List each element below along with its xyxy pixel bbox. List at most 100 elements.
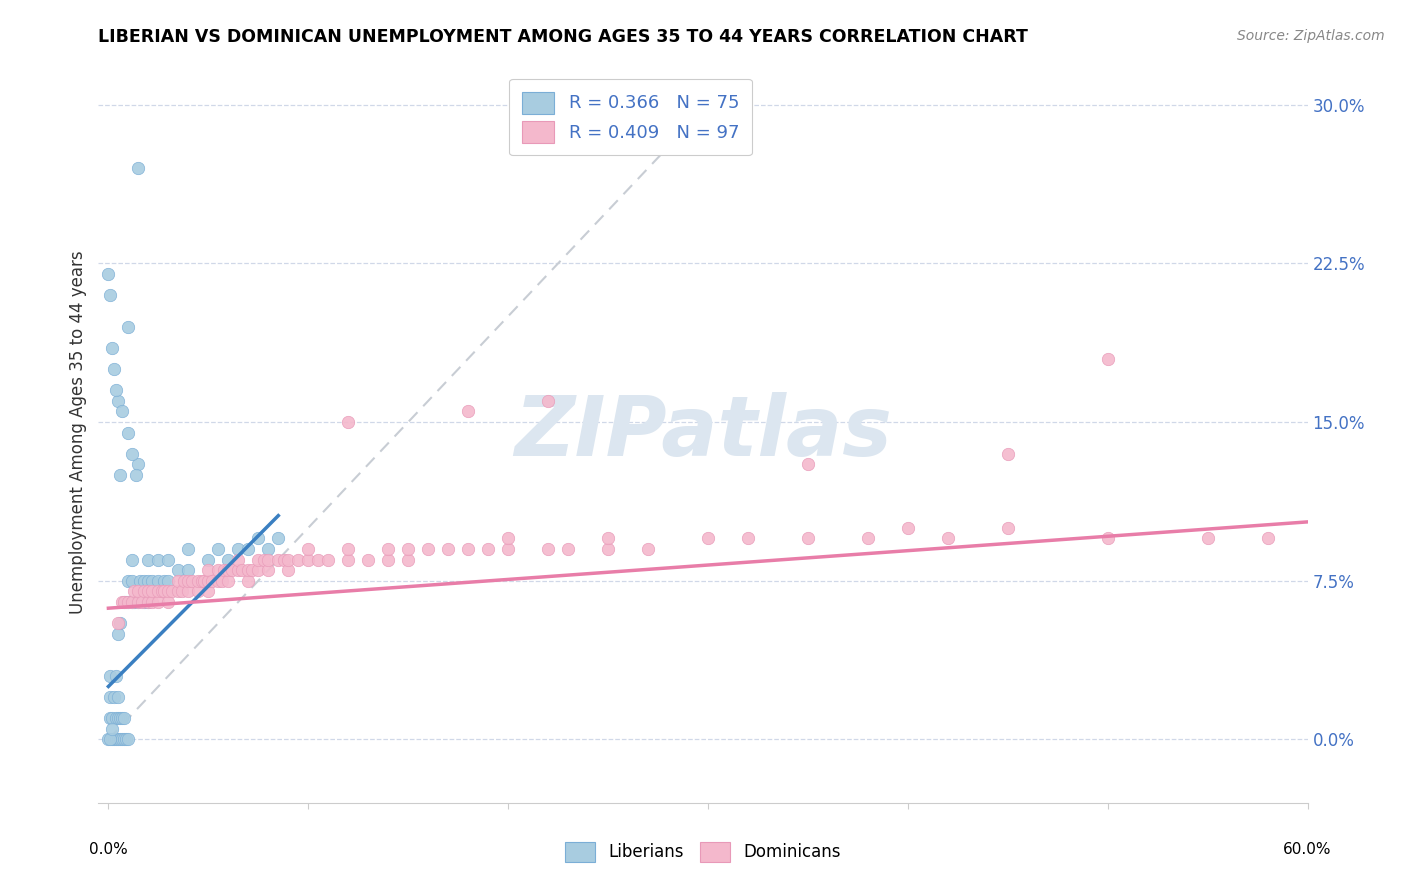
Point — [177, 584, 200, 599]
Point — [797, 458, 820, 472]
Text: ZIPatlas: ZIPatlas — [515, 392, 891, 473]
Point — [197, 552, 219, 566]
Point — [187, 574, 209, 588]
Point — [187, 584, 209, 599]
Point — [112, 595, 135, 609]
Point — [267, 532, 290, 546]
Point — [596, 532, 619, 546]
Point — [238, 563, 260, 577]
Point — [197, 574, 219, 588]
Point — [193, 574, 215, 588]
Point — [418, 541, 440, 556]
Point — [97, 267, 120, 281]
Point — [110, 467, 132, 482]
Point — [148, 584, 170, 599]
Point — [211, 574, 233, 588]
Point — [157, 574, 180, 588]
Point — [247, 532, 270, 546]
Point — [217, 552, 239, 566]
Point — [207, 574, 229, 588]
Point — [115, 595, 138, 609]
Point — [134, 584, 156, 599]
Point — [157, 584, 180, 599]
Point — [172, 584, 194, 599]
Point — [167, 584, 190, 599]
Point — [138, 595, 160, 609]
Point — [496, 532, 519, 546]
Point — [129, 574, 152, 588]
Point — [1197, 532, 1219, 546]
Point — [105, 711, 128, 725]
Point — [103, 362, 125, 376]
Point — [177, 574, 200, 588]
Point — [228, 563, 250, 577]
Point — [396, 552, 419, 566]
Point — [117, 595, 139, 609]
Point — [117, 319, 139, 334]
Point — [557, 541, 579, 556]
Point — [277, 563, 299, 577]
Point — [177, 541, 200, 556]
Point — [105, 384, 128, 398]
Point — [273, 552, 295, 566]
Point — [167, 574, 190, 588]
Point — [100, 288, 122, 302]
Point — [287, 552, 309, 566]
Point — [110, 615, 132, 630]
Point — [247, 552, 270, 566]
Point — [316, 552, 339, 566]
Point — [457, 541, 479, 556]
Point — [117, 595, 139, 609]
Point — [110, 711, 132, 725]
Point — [1097, 532, 1119, 546]
Point — [117, 732, 139, 747]
Point — [121, 447, 143, 461]
Point — [697, 532, 720, 546]
Point — [157, 552, 180, 566]
Point — [105, 669, 128, 683]
Text: 0.0%: 0.0% — [89, 842, 128, 856]
Point — [253, 552, 276, 566]
Point — [167, 563, 190, 577]
Text: Source: ZipAtlas.com: Source: ZipAtlas.com — [1237, 29, 1385, 43]
Point — [141, 584, 163, 599]
Point — [797, 532, 820, 546]
Point — [337, 541, 360, 556]
Point — [121, 574, 143, 588]
Point — [111, 595, 134, 609]
Point — [191, 574, 214, 588]
Point — [103, 732, 125, 747]
Point — [141, 574, 163, 588]
Point — [101, 722, 124, 736]
Point — [197, 563, 219, 577]
Point — [124, 595, 146, 609]
Point — [997, 521, 1019, 535]
Point — [173, 574, 195, 588]
Point — [127, 595, 149, 609]
Point — [228, 552, 250, 566]
Point — [148, 574, 170, 588]
Point — [377, 552, 399, 566]
Point — [207, 563, 229, 577]
Point — [141, 595, 163, 609]
Point — [134, 574, 156, 588]
Point — [197, 584, 219, 599]
Point — [101, 341, 124, 355]
Point — [162, 584, 184, 599]
Point — [107, 732, 129, 747]
Point — [138, 574, 160, 588]
Point — [117, 574, 139, 588]
Point — [457, 404, 479, 418]
Point — [596, 541, 619, 556]
Point — [267, 552, 290, 566]
Point — [277, 552, 299, 566]
Legend: Liberians, Dominicans: Liberians, Dominicans — [558, 835, 848, 869]
Point — [101, 711, 124, 725]
Point — [257, 552, 280, 566]
Point — [997, 447, 1019, 461]
Point — [240, 563, 263, 577]
Point — [247, 563, 270, 577]
Point — [121, 595, 143, 609]
Point — [117, 425, 139, 440]
Point — [138, 584, 160, 599]
